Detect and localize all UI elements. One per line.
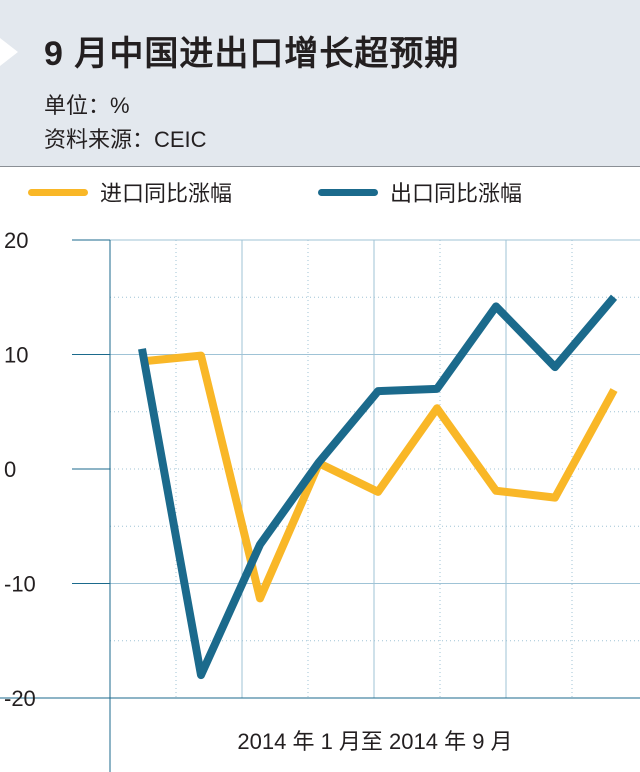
legend-label-exports: 出口同比涨幅 [390, 181, 523, 206]
y-tick-label: 10 [4, 343, 28, 368]
source-label: 资料来源：CEIC [44, 127, 207, 152]
legend-item-imports: 进口同比涨幅 [28, 174, 232, 210]
legend-swatch-exports [318, 188, 378, 196]
chart-header [0, 0, 640, 166]
title-marker-icon [0, 38, 18, 66]
x-axis-label: 2014 年 1 月至 2014 年 9 月 [237, 729, 513, 754]
chart-title: 9 月中国进出口增长超预期 [44, 35, 460, 73]
y-tick-label: -20 [4, 686, 36, 711]
y-tick-label: 20 [4, 228, 28, 253]
legend-swatch-imports [28, 188, 88, 196]
y-tick-label: -10 [4, 572, 36, 597]
unit-label: 单位：% [44, 93, 130, 118]
legend-item-exports: 出口同比涨幅 [318, 174, 522, 210]
header-divider [0, 166, 640, 167]
y-tick-label: 0 [4, 457, 16, 482]
legend-label-imports: 进口同比涨幅 [100, 181, 233, 206]
chart-legend: 进口同比涨幅 出口同比涨幅 [0, 174, 640, 210]
